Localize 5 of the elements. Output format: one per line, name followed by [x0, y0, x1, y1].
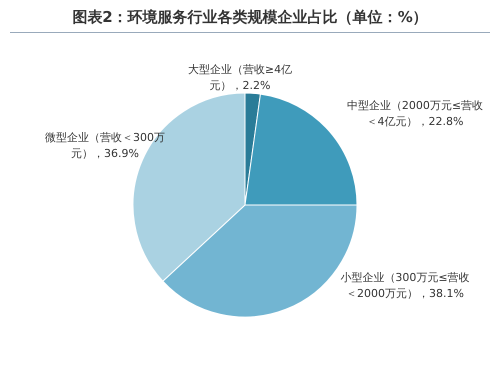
slice-label: 微型企业（营收＜300万元），36.9%: [45, 130, 165, 162]
slice-label: 中型企业（2000万元≤营收＜4亿元），22.8%: [346, 98, 484, 130]
slice-label: 小型企业（300万元≤营收＜2000万元），38.1%: [340, 270, 470, 302]
slice-label: 大型企业（营收≥4亿元），2.2%: [186, 62, 294, 94]
chart-title: 图表2：环境服务行业各类规模企业占比（单位：%）: [71, 8, 429, 27]
